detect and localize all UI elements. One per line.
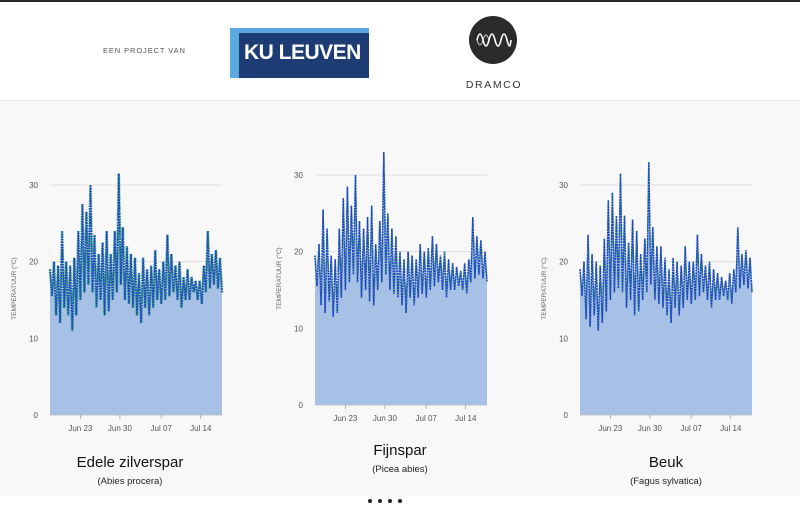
tree-subtitle-3: (Fagus sylvatica) [630, 476, 702, 487]
series-line-blue [49, 173, 223, 331]
chart-fijnspar: 0 10 20 30 Jun 23 Jun 30 Jul 07 Jul 14 TEMPERATU… [275, 151, 488, 423]
y-tick-label: 30 [29, 181, 38, 190]
logo-accent-bar [230, 28, 239, 78]
project-label: EEN PROJECT VAN [103, 46, 186, 55]
series-line-blue [314, 151, 488, 317]
y-tick-label: 0 [34, 411, 39, 420]
y-tick-label: 10 [29, 334, 38, 343]
x-tick-label: Jun 23 [333, 414, 358, 423]
site-header: EEN PROJECT VAN KU LEUVEN DRAMCO [0, 0, 800, 101]
y-tick-label: 0 [299, 401, 304, 410]
y-axis-label: TEMPERATUUR (°C) [275, 247, 283, 309]
dot[interactable] [368, 499, 372, 503]
dot[interactable] [398, 499, 402, 503]
tree-title-1: Edele zilverspar [76, 454, 184, 471]
x-tick-label: Jul 07 [416, 414, 438, 423]
y-axis-label: TEMPERATUUR (°C) [540, 257, 548, 319]
dramco-label: DRAMCO [465, 79, 523, 91]
tree-subtitle-1: (Abies procera) [97, 476, 163, 487]
dot[interactable] [378, 499, 382, 503]
y-tick-label: 0 [564, 411, 569, 420]
dot[interactable] [388, 499, 392, 503]
chart-edele-zilverspar: 0 10 20 30 Jun 23 Jun 30 Jul 07 Jul 14 TEMPERATU… [10, 173, 224, 433]
y-tick-label: 20 [29, 258, 38, 267]
ku-leuven-logo-text: KU LEUVEN [244, 41, 361, 64]
x-tick-label: Jun 30 [108, 424, 133, 433]
logo-accent-bar-top [230, 28, 369, 33]
y-tick-label: 30 [294, 171, 303, 180]
carousel-indicator[interactable] [368, 490, 428, 503]
ku-leuven-logo[interactable]: KU LEUVEN [230, 28, 369, 78]
x-tick-label: Jul 14 [190, 424, 212, 433]
y-tick-label: 20 [294, 248, 303, 257]
x-tick-label: Jul 14 [720, 424, 742, 433]
tree-title-3: Beuk [648, 454, 684, 471]
x-tick-label: Jul 07 [151, 424, 173, 433]
sine-wave-icon[interactable] [469, 16, 517, 64]
y-axis-label: TEMPERATUUR (°C) [10, 257, 18, 319]
tree-title-2: Fijnspar [373, 442, 427, 459]
y-tick-label: 30 [559, 181, 568, 190]
y-tick-label: 10 [294, 324, 303, 333]
tree-subtitle-2: (Picea abies) [372, 464, 428, 475]
x-tick-label: Jun 30 [373, 414, 398, 423]
x-tick-label: Jun 23 [68, 424, 93, 433]
x-tick-label: Jul 14 [455, 414, 477, 423]
x-tick-label: Jun 23 [598, 424, 623, 433]
y-tick-label: 10 [559, 334, 568, 343]
x-tick-label: Jun 30 [638, 424, 663, 433]
x-tick-label: Jul 07 [681, 424, 703, 433]
chart-beuk: 0 10 20 30 Jun 23 Jun 30 Jul 07 Jul 14 TEMPERATU… [540, 161, 753, 433]
y-tick-label: 20 [559, 258, 568, 267]
area-fill [315, 152, 487, 405]
series-line-blue [579, 161, 753, 331]
